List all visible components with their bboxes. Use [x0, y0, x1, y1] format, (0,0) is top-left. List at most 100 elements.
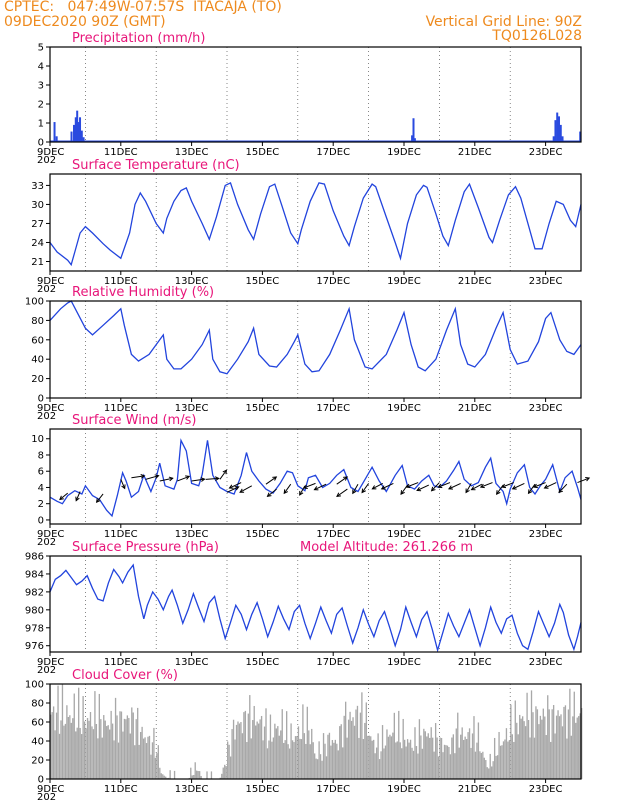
cloud-bar — [290, 723, 292, 779]
cloud-bar — [398, 710, 400, 779]
cloud-bar — [356, 705, 359, 779]
cloud-bar — [322, 733, 325, 779]
cloud-bar — [337, 750, 339, 779]
cloud-bar — [60, 720, 62, 779]
x-tick-label: 17DEC — [316, 529, 350, 540]
cloud-bar — [432, 737, 434, 779]
cloud-bar — [111, 723, 114, 779]
cloud-bar — [250, 738, 252, 779]
wind-arrow — [438, 482, 451, 488]
cloud-bar — [163, 775, 165, 779]
cloud-bar — [110, 710, 112, 779]
cloud-bar — [257, 723, 260, 779]
cloud-bar — [125, 719, 127, 779]
x-tick-label: 13DEC — [175, 276, 209, 287]
x-year-stub: 202 — [37, 411, 56, 422]
cloud-bar — [563, 706, 565, 779]
x-tick-label: 17DEC — [316, 147, 350, 158]
cloud-bar — [395, 742, 397, 779]
cloud-bar — [545, 735, 547, 779]
wind-arrow — [239, 485, 253, 493]
cloud-bar — [238, 723, 241, 779]
y-tick-label: 976 — [25, 641, 44, 652]
cloud-bar — [83, 721, 86, 779]
cloud-bar — [101, 737, 103, 779]
cloud-bar — [139, 731, 142, 779]
header-model-code: TQ0126L028 — [492, 28, 582, 44]
y-tick-label: 80 — [31, 699, 44, 710]
cloud-bar — [82, 696, 84, 779]
cloud-bar — [286, 711, 288, 779]
cloud-bar — [402, 718, 404, 779]
cloud-bar — [64, 723, 67, 779]
cloud-bar — [61, 684, 64, 779]
cloud-bar — [132, 712, 134, 779]
wind-arrow — [205, 477, 219, 480]
cloud-bar — [160, 773, 162, 779]
cloud-bar — [434, 723, 437, 779]
x-tick-label: 9DEC — [37, 147, 64, 158]
cloud-bar — [386, 729, 388, 779]
wind-arrowhead — [75, 496, 80, 502]
cloud-bar — [449, 754, 452, 779]
cloud-bar — [492, 761, 494, 779]
y-tick-label: 980 — [25, 605, 44, 616]
cloud-bar — [345, 701, 347, 779]
cloud-bar — [561, 726, 564, 779]
wind-arrowhead — [380, 485, 386, 490]
cloud-bar — [240, 722, 242, 779]
cloud-bar — [550, 741, 552, 779]
cloud-bar — [423, 728, 425, 779]
cloud-bar — [283, 742, 285, 779]
cloud-bar — [72, 718, 74, 779]
precip-bar — [53, 122, 56, 142]
cloud-bar — [364, 722, 366, 779]
cloud-bar — [581, 708, 583, 779]
cloud-bar — [418, 719, 421, 779]
cloud-bar — [272, 737, 275, 779]
x-tick-label: 17DEC — [316, 403, 350, 414]
cloud-bar — [454, 753, 456, 779]
cloud-bar — [358, 737, 360, 779]
wind-arrowhead — [585, 477, 591, 482]
panel-pres: 976 978 980 982 984 986 9DEC 11DEC 13DEC 15DEC 17D… — [25, 540, 582, 676]
precip-bar — [554, 120, 557, 142]
cloud-bar — [579, 713, 581, 779]
cloud-bar — [287, 744, 289, 779]
wind-arrow — [352, 483, 359, 494]
series-line-rh — [49, 300, 582, 375]
cloud-bar — [406, 739, 409, 779]
cloud-bar — [134, 745, 136, 779]
precip-bar — [413, 138, 416, 142]
y-tick-label: 24 — [31, 238, 44, 249]
y-tick-label: 6 — [38, 467, 44, 478]
precip-bar — [55, 136, 58, 142]
wind-arrow — [336, 488, 348, 497]
cloud-bar — [256, 721, 258, 779]
cloud-bar — [570, 735, 573, 779]
wind-arrowhead — [371, 485, 377, 490]
wind-arrow — [191, 478, 205, 482]
cloud-bar — [52, 706, 55, 779]
x-year-stub: 202 — [37, 792, 56, 800]
y-tick-label: 21 — [31, 257, 44, 268]
wind-arrowhead — [405, 483, 411, 489]
cloud-bar — [100, 719, 102, 779]
x-tick-label: 13DEC — [175, 147, 209, 158]
wind-arrow — [131, 475, 145, 479]
cloud-bar — [408, 742, 410, 779]
cloud-bar — [147, 736, 149, 779]
x-tick-label: 15DEC — [246, 529, 280, 540]
cloud-bar — [315, 758, 317, 779]
x-tick-label: 21DEC — [458, 529, 492, 540]
cloud-bar — [275, 728, 278, 779]
x-tick-label: 17DEC — [316, 276, 350, 287]
cloud-bar — [370, 736, 372, 779]
cloud-bar — [576, 717, 578, 779]
cloud-bar — [128, 717, 130, 779]
cloud-bar — [387, 736, 390, 779]
cloud-bar — [405, 746, 407, 779]
x-tick-label: 9DEC — [37, 784, 64, 795]
wind-arrowhead — [437, 483, 443, 489]
cloud-bar — [312, 742, 314, 779]
